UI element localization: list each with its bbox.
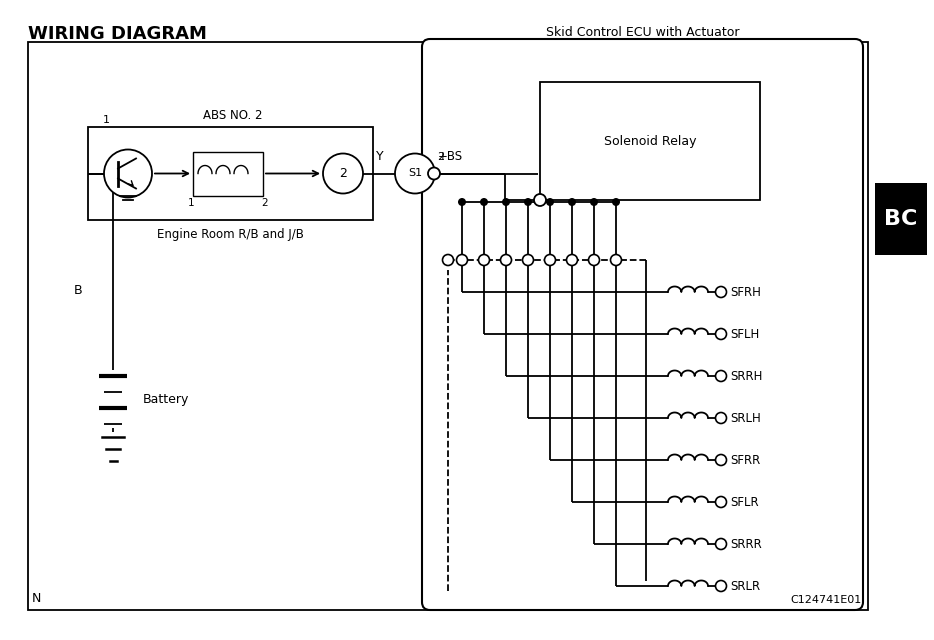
Text: SFLH: SFLH (730, 328, 759, 340)
Circle shape (501, 255, 512, 266)
Text: Skid Control ECU with Actuator: Skid Control ECU with Actuator (545, 26, 739, 39)
Circle shape (545, 255, 556, 266)
Circle shape (715, 580, 727, 591)
Circle shape (443, 255, 454, 266)
Text: 2: 2 (437, 152, 445, 161)
Bar (193, 152, 263, 195)
Circle shape (480, 198, 488, 206)
Bar (540, 82, 760, 200)
Circle shape (588, 255, 600, 266)
Text: 1: 1 (188, 198, 194, 209)
Text: Y: Y (376, 150, 384, 163)
Text: SFRH: SFRH (730, 285, 761, 298)
Circle shape (568, 198, 576, 206)
Circle shape (478, 255, 489, 266)
Text: SRRH: SRRH (730, 369, 762, 383)
Text: BC: BC (884, 209, 918, 229)
Text: SRLH: SRLH (730, 412, 761, 424)
Bar (88, 127, 373, 220)
Text: WIRING DIAGRAM: WIRING DIAGRAM (28, 25, 206, 43)
Circle shape (715, 328, 727, 339)
Circle shape (590, 198, 598, 206)
Text: ABS NO. 2: ABS NO. 2 (204, 109, 262, 122)
Circle shape (457, 255, 468, 266)
Circle shape (715, 497, 727, 508)
Circle shape (522, 255, 533, 266)
Circle shape (458, 198, 466, 206)
Circle shape (612, 198, 620, 206)
Circle shape (428, 168, 440, 179)
Text: Battery: Battery (143, 394, 190, 406)
Bar (875, 183, 927, 255)
Text: B: B (74, 284, 82, 296)
Circle shape (502, 198, 510, 206)
Text: Solenoid Relay: Solenoid Relay (603, 134, 696, 147)
Text: C124741E01: C124741E01 (791, 595, 862, 605)
Bar (28, 42, 868, 610)
Circle shape (715, 413, 727, 424)
Text: Engine Room R/B and J/B: Engine Room R/B and J/B (157, 228, 304, 241)
Text: SFRR: SFRR (730, 454, 760, 467)
Text: 2: 2 (339, 167, 347, 180)
Text: SRLR: SRLR (730, 579, 760, 593)
Circle shape (104, 150, 152, 198)
Text: SFLR: SFLR (730, 495, 758, 509)
Circle shape (546, 198, 554, 206)
Text: SRRR: SRRR (730, 538, 762, 550)
FancyBboxPatch shape (422, 39, 863, 610)
Circle shape (534, 194, 546, 206)
Text: S1: S1 (408, 168, 422, 179)
Circle shape (567, 255, 577, 266)
Text: 2: 2 (262, 198, 268, 209)
Text: +BS: +BS (438, 150, 463, 163)
Text: N: N (32, 592, 41, 605)
Circle shape (323, 154, 363, 193)
Circle shape (395, 154, 435, 193)
Circle shape (715, 371, 727, 381)
Circle shape (715, 287, 727, 298)
Circle shape (715, 538, 727, 550)
Text: 1: 1 (103, 115, 109, 125)
Circle shape (524, 198, 532, 206)
Circle shape (611, 255, 621, 266)
Circle shape (715, 454, 727, 465)
